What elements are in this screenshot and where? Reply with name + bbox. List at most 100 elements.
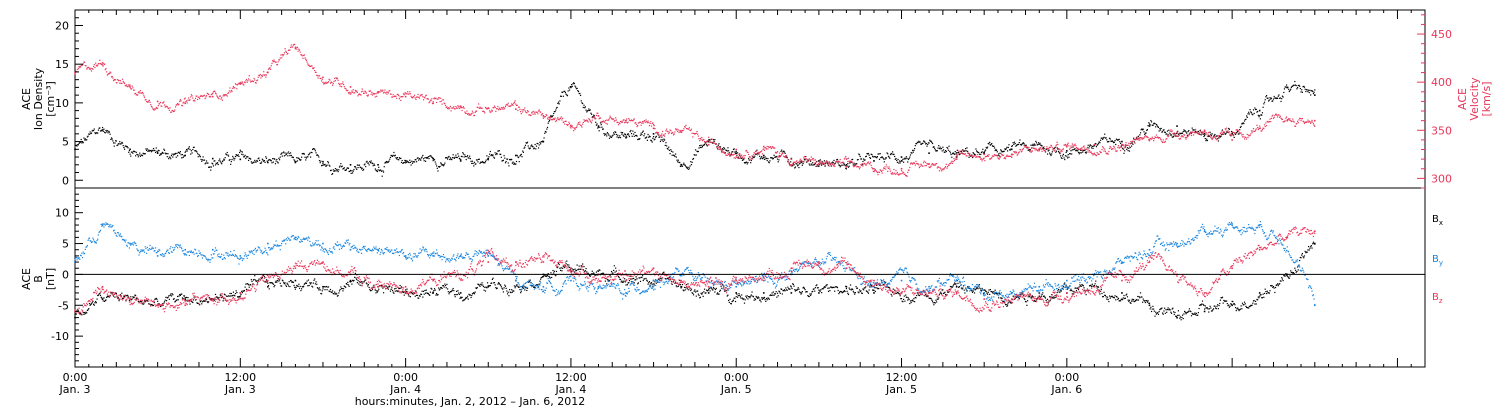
density-series-sample	[467, 155, 469, 157]
velocity-series-sample	[764, 147, 766, 149]
velocity-series-sample	[503, 108, 505, 110]
velocity-series-sample	[746, 151, 748, 153]
velocity-series-sample	[856, 165, 859, 168]
velocity-series-sample	[808, 158, 810, 160]
density-series-sample	[774, 156, 777, 158]
velocity-series-sample	[174, 109, 176, 111]
velocity-series-sample	[350, 92, 352, 94]
top-panel-frame	[74, 9, 1426, 189]
velocity-series-sample	[990, 157, 992, 160]
bx-series-sample	[323, 286, 325, 288]
density-series-sample	[931, 142, 934, 145]
density-series-sample	[113, 145, 115, 147]
density-series-sample	[487, 159, 489, 161]
bx-series-sample	[724, 290, 726, 292]
density-series-sample	[485, 159, 487, 161]
velocity-series-sample	[743, 155, 745, 157]
density-series-sample	[912, 151, 914, 153]
density-series-sample	[759, 158, 761, 160]
velocity-series-sample	[1092, 154, 1094, 156]
velocity-series-sample	[185, 100, 188, 102]
density-series-sample	[637, 138, 639, 141]
density-series-sample	[99, 127, 101, 129]
velocity-series-sample	[682, 129, 684, 132]
density-series-sample	[916, 143, 918, 145]
density-series-sample	[605, 133, 607, 135]
velocity-series-sample	[880, 170, 883, 173]
bx-series-sample	[120, 295, 122, 297]
density-series-sample	[477, 161, 479, 163]
bx-series-sample	[617, 273, 619, 275]
velocity-series-sample	[831, 163, 833, 165]
density-series-sample	[952, 152, 954, 154]
bx-series-sample	[191, 301, 193, 303]
bx-series-sample	[292, 281, 294, 284]
velocity-series-sample	[820, 160, 822, 162]
bx-series-sample	[365, 282, 367, 284]
bx-series-sample	[695, 295, 697, 297]
bx-series-sample	[462, 299, 465, 301]
bx-series-sample	[296, 285, 299, 287]
bx-series-sample	[265, 279, 268, 281]
velocity-series-sample	[970, 155, 972, 157]
bx-series-sample	[369, 290, 372, 292]
velocity-series-sample	[131, 85, 133, 87]
bx-series-sample	[844, 290, 846, 293]
bx-series-sample	[355, 277, 357, 279]
bx-series-sample	[178, 295, 180, 297]
bx-series-sample	[748, 296, 750, 298]
velocity-series-sample	[398, 98, 401, 100]
density-series-sample	[667, 148, 669, 150]
density-series-sample	[314, 150, 316, 152]
velocity-series-sample	[168, 109, 170, 111]
velocity-series-sample	[874, 169, 876, 171]
velocity-series-sample	[499, 108, 501, 110]
velocity-series-sample	[1055, 144, 1058, 146]
bx-series-sample	[834, 286, 837, 288]
velocity-series-sample	[1003, 157, 1005, 159]
bx-series-sample	[720, 285, 722, 287]
bx-series-sample	[203, 300, 205, 302]
density-series-sample	[1270, 97, 1273, 99]
velocity-series-sample	[250, 81, 252, 83]
velocity-series-sample	[931, 163, 934, 165]
density-series-sample	[928, 142, 930, 144]
density-series-sample	[914, 148, 916, 150]
velocity-series-sample	[710, 141, 712, 143]
velocity-series-sample	[274, 61, 277, 63]
velocity-series-sample	[138, 91, 140, 93]
velocity-series-point	[515, 108, 517, 110]
density-series-sample	[867, 153, 869, 155]
bx-series-sample	[664, 277, 666, 280]
density-series-sample	[922, 142, 924, 144]
bx-series-sample	[753, 299, 755, 301]
velocity-series-sample	[271, 62, 273, 65]
velocity-series-sample	[795, 161, 797, 163]
density-series-sample	[1150, 119, 1152, 122]
density-series-sample	[1108, 140, 1110, 143]
density-series-sample	[602, 128, 604, 130]
velocity-series-sample	[947, 165, 949, 168]
velocity-series-sample	[323, 83, 325, 85]
velocity-series-sample	[608, 119, 610, 121]
density-series-sample	[490, 154, 492, 157]
velocity-series-sample	[201, 95, 204, 97]
velocity-series-sample	[639, 121, 642, 123]
density-series-sample	[1010, 148, 1012, 150]
velocity-series-sample	[703, 139, 705, 141]
velocity-series-sample	[747, 151, 749, 154]
velocity-series-sample	[466, 110, 468, 112]
velocity-series-sample	[1155, 136, 1157, 138]
density-series-sample	[453, 157, 455, 159]
bx-series-sample	[419, 295, 421, 297]
velocity-series-sample	[447, 107, 449, 110]
velocity-series-sample	[821, 163, 823, 165]
bx-series-sample	[268, 288, 270, 290]
density-series-sample	[282, 152, 284, 154]
bx-series-sample	[486, 287, 488, 289]
density-series-sample	[157, 151, 159, 153]
velocity-series-sample	[1005, 155, 1007, 158]
velocity-series-sample	[424, 97, 426, 99]
velocity-series-sample	[77, 68, 79, 71]
density-series-sample	[169, 156, 171, 158]
